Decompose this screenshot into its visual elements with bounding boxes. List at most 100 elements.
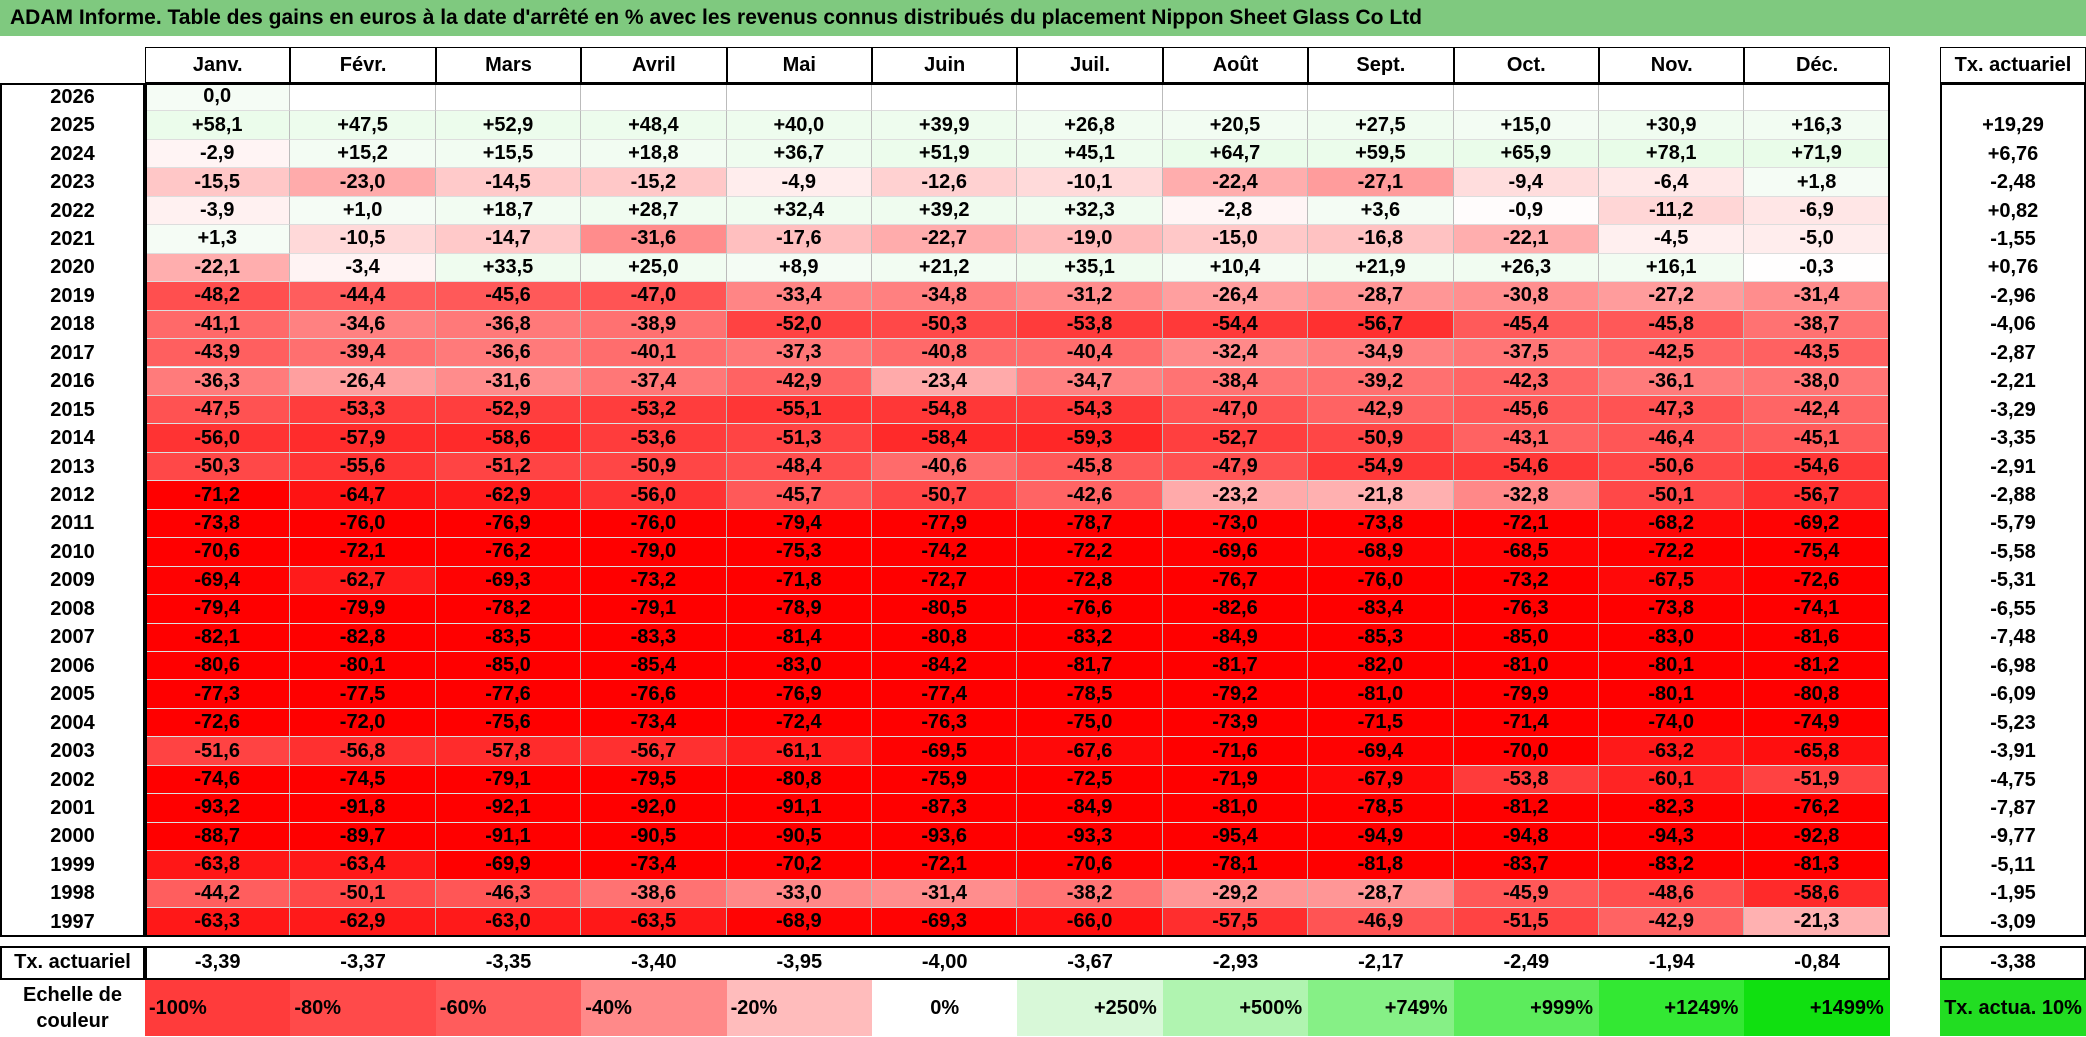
tx-actuariel-value: -5,79 (1990, 512, 2036, 535)
color-scale-swatch: +749% (1308, 980, 1454, 1036)
heatmap-cell: -59,3 (1017, 424, 1163, 453)
heatmap-cell: -54,6 (1453, 452, 1599, 482)
heatmap-cell: -92,8 (1744, 822, 1890, 852)
heatmap-cell: -44,2 (145, 879, 291, 909)
heatmap-cell: -21,3 (1744, 908, 1890, 937)
tx-actuariel-value (1940, 83, 2086, 111)
heatmap-cell: -46,3 (435, 879, 582, 909)
heatmap-cell (581, 83, 727, 112)
heatmap-cell: -48,6 (1599, 879, 1745, 909)
year-label: 2010 (50, 540, 95, 563)
heatmap-cell: -85,4 (581, 652, 727, 681)
heatmap-cell: -76,2 (1744, 794, 1890, 823)
heatmap-cell: -15,5 (145, 168, 291, 197)
heatmap-cell: -37,4 (581, 367, 727, 396)
heatmap-cell: -10,5 (290, 225, 436, 254)
heatmap-cell: -2,9 (145, 139, 291, 169)
heatmap-cell: -69,2 (1744, 509, 1890, 539)
heatmap-cell: -54,8 (872, 395, 1018, 425)
year-label: 2013 (50, 455, 95, 478)
heatmap-cell: +26,3 (1453, 253, 1599, 283)
heatmap-cell: -38,2 (1017, 879, 1163, 909)
heatmap-cell: -45,9 (1453, 879, 1599, 909)
heatmap-cell: -79,9 (1453, 680, 1599, 709)
heatmap-cell: +25,0 (581, 253, 727, 283)
heatmap-cell: +32,4 (726, 196, 872, 226)
footer-value: -2,17 (1358, 951, 1404, 973)
tx-actuariel-value: -2,87 (1990, 341, 2036, 364)
heatmap-cell: -76,2 (435, 538, 582, 567)
year-label: 2017 (50, 341, 95, 364)
heatmap-cell: -73,8 (1308, 509, 1454, 539)
heatmap-cell: -42,9 (1308, 395, 1454, 425)
heatmap-cell: -93,2 (145, 794, 291, 823)
color-scale-swatch: +1499% (1744, 980, 1890, 1036)
heatmap-cell: -63,8 (145, 851, 291, 880)
color-scale-swatch: +500% (1162, 980, 1309, 1036)
heatmap-cell: -92,1 (435, 794, 582, 823)
heatmap-cell: +15,0 (1453, 111, 1599, 140)
heatmap-cell: +51,9 (872, 139, 1018, 169)
heatmap-cell: -3,9 (145, 196, 291, 226)
footer-value: -2,93 (1212, 951, 1259, 973)
heatmap-cell: -73,4 (581, 708, 727, 738)
tx-actuariel-value: -3,09 (1990, 910, 2036, 933)
year-label: 2025 (50, 114, 95, 137)
heatmap-cell: -70,2 (726, 851, 872, 880)
heatmap-cell: -73,0 (1162, 509, 1309, 539)
heatmap-cell: -72,5 (1017, 765, 1163, 795)
heatmap-cell: -58,6 (435, 424, 582, 453)
tx-actuariel-value: +0,76 (1987, 256, 2039, 279)
heatmap-cell: -55,1 (726, 395, 872, 425)
year-label: 2015 (50, 398, 95, 421)
heatmap-cell: -36,3 (145, 367, 291, 396)
heatmap-cell: +35,1 (1017, 253, 1163, 283)
column-header: Juin (872, 47, 1018, 83)
heatmap-cell: +10,4 (1162, 253, 1309, 283)
heatmap-cell: -75,3 (726, 538, 872, 567)
year-label: 1999 (50, 853, 95, 876)
footer-label: Tx. actuariel (14, 951, 131, 973)
heatmap-cell: -51,2 (435, 452, 582, 482)
heatmap-cell: -34,7 (1017, 367, 1163, 396)
heatmap-cell: -57,9 (290, 424, 436, 453)
year-label: 1997 (50, 910, 95, 933)
heatmap-cell: -72,4 (726, 708, 872, 738)
heatmap-cell: +33,5 (435, 253, 582, 283)
heatmap-cell: -37,3 (726, 339, 872, 368)
heatmap-cell: -72,7 (872, 566, 1018, 596)
footer-value: -3,35 (485, 951, 532, 973)
heatmap-cell: -14,7 (435, 225, 582, 254)
tx-actuariel-value: -2,96 (1990, 284, 2036, 307)
heatmap-cell: -87,3 (872, 794, 1018, 823)
heatmap-cell: -39,4 (290, 339, 436, 368)
heatmap-cell (1599, 83, 1745, 112)
heatmap-cell: +32,3 (1017, 196, 1163, 226)
heatmap-cell: -82,6 (1162, 595, 1309, 624)
heatmap-cell: -54,4 (1162, 310, 1309, 340)
heatmap-cell: +52,9 (435, 111, 582, 140)
heatmap-cell: -4,5 (1599, 225, 1745, 254)
heatmap-cell: -75,9 (872, 765, 1018, 795)
tx-actuariel-value: -7,48 (1990, 626, 2036, 649)
heatmap-cell: -81,3 (1744, 851, 1890, 880)
heatmap-cell: -56,0 (581, 481, 727, 510)
heatmap-cell: -71,8 (726, 566, 872, 596)
heatmap-cell: -48,4 (726, 452, 872, 482)
color-scale-swatch: -20% (726, 980, 872, 1036)
heatmap-cell: -47,0 (581, 282, 727, 311)
heatmap-cell: -82,1 (145, 623, 291, 652)
heatmap-cell: -32,8 (1453, 481, 1599, 510)
footer-total: -3,38 (1990, 951, 2036, 973)
heatmap-cell: -67,5 (1599, 566, 1745, 596)
heatmap-cell: -45,7 (726, 481, 872, 510)
heatmap-cell: +8,9 (726, 253, 872, 283)
heatmap-cell: -70,0 (1453, 737, 1599, 766)
heatmap-cell: -21,8 (1308, 481, 1454, 510)
heatmap-cell: -63,2 (1599, 737, 1745, 766)
heatmap-cell: -45,8 (1599, 310, 1745, 340)
footer-value: -3,39 (194, 951, 241, 973)
heatmap-cell: -77,9 (872, 509, 1018, 539)
heatmap-cell: -77,6 (435, 680, 582, 709)
column-header: Sept. (1308, 47, 1454, 83)
